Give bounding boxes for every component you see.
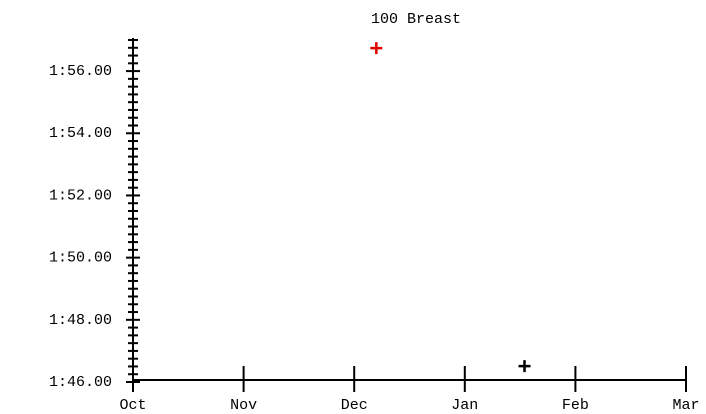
y-tick-label: 1:54.00 — [49, 125, 112, 142]
y-tick-label: 1:52.00 — [49, 187, 112, 204]
x-tick-label: Mar — [672, 397, 699, 414]
x-tick-label: Oct — [119, 397, 146, 414]
x-tick-label: Feb — [562, 397, 589, 414]
x-tick-label: Dec — [341, 397, 368, 414]
point — [518, 360, 531, 373]
y-tick-label: 1:48.00 — [49, 312, 112, 329]
x-tick-label: Nov — [230, 397, 257, 414]
point — [370, 42, 383, 55]
chart-title: 100 Breast — [371, 11, 461, 28]
y-tick-label: 1:46.00 — [49, 374, 112, 391]
y-tick-label: 1:56.00 — [49, 63, 112, 80]
x-tick-label: Jan — [451, 397, 478, 414]
y-tick-label: 1:50.00 — [49, 250, 112, 267]
